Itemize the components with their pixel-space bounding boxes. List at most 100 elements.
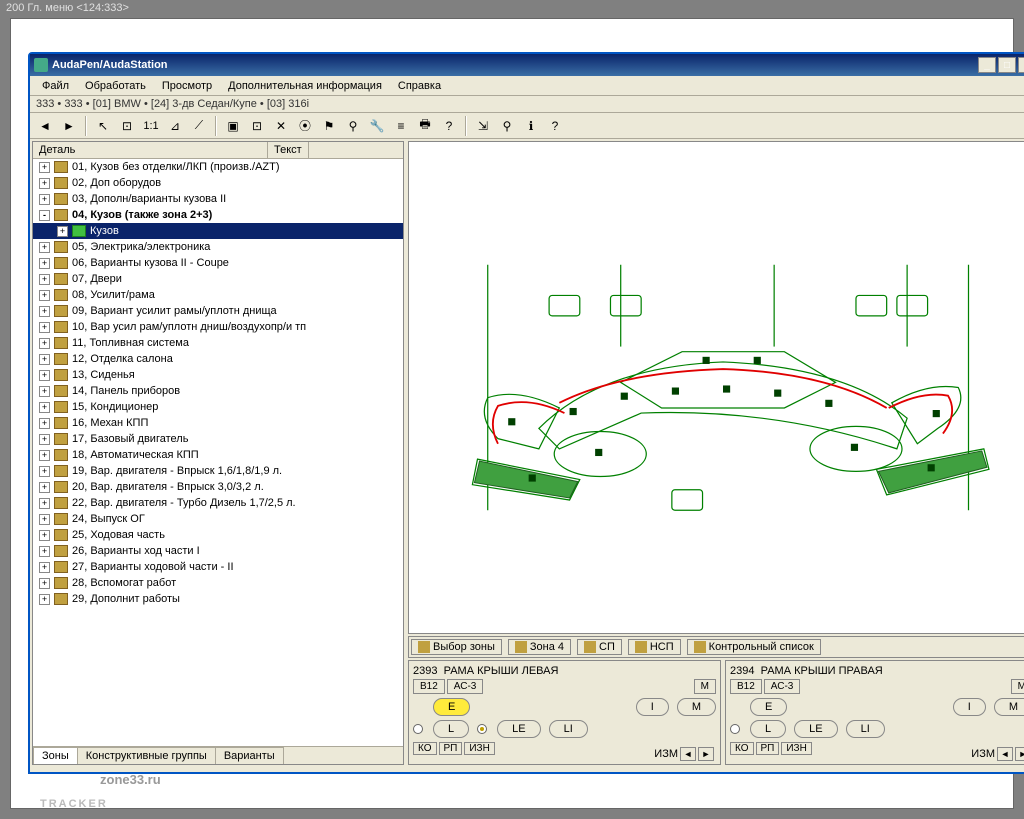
oval-button-LE[interactable]: LE [794,720,837,738]
toolbar-button-2-1[interactable]: ⊡ [246,115,268,137]
tree-row[interactable]: +01, Кузов без отделки/ЛКП (произв./AZT) [33,159,403,175]
expand-icon[interactable]: + [39,450,50,461]
toolbar-button-1-3[interactable]: ⊿ [164,115,186,137]
oval-button-L[interactable]: L [750,720,786,738]
tree-row[interactable]: +14, Панель приборов [33,383,403,399]
radio-icon[interactable] [413,724,423,734]
expand-icon[interactable]: - [39,210,50,221]
expand-icon[interactable]: + [39,594,50,605]
expand-icon[interactable]: + [39,386,50,397]
toolbar-button-1-4[interactable]: ⟋ [188,115,210,137]
tree-header-text[interactable]: Текст [268,142,309,158]
menu-item-1[interactable]: Обработать [77,78,154,94]
scroll-right-icon[interactable]: ► [698,747,714,761]
tree-row[interactable]: +11, Топливная система [33,335,403,351]
expand-icon[interactable]: + [39,194,50,205]
toolbar-button-2-6[interactable]: 🔧 [366,115,388,137]
expand-icon[interactable]: + [39,498,50,509]
oval-button-I[interactable]: I [953,698,986,716]
tree-row[interactable]: +10, Вар усил рам/уплотн дниш/воздухопр/… [33,319,403,335]
oval-button-LE[interactable]: LE [497,720,540,738]
expand-icon[interactable]: + [39,434,50,445]
tree-row[interactable]: +09, Вариант усилит рамы/уплотн днища [33,303,403,319]
expand-icon[interactable]: + [39,514,50,525]
oval-button-E[interactable]: E [433,698,470,716]
toolbar-button-2-0[interactable]: ▣ [222,115,244,137]
oval-button-M[interactable]: M [994,698,1024,716]
tree-row[interactable]: +17, Базовый двигатель [33,431,403,447]
left-tab-0[interactable]: Зоны [33,747,78,764]
small-tab[interactable]: РП [756,742,780,755]
tree-row[interactable]: +12, Отделка салона [33,351,403,367]
menu-item-2[interactable]: Просмотр [154,78,220,94]
left-tab-1[interactable]: Конструктивные группы [77,747,216,764]
toolbar-button-1-0[interactable]: ↖ [92,115,114,137]
tree-row[interactable]: +07, Двери [33,271,403,287]
toolbar-button-1-2[interactable]: 1:1 [140,115,162,137]
toolbar-button-3-3[interactable]: ? [544,115,566,137]
toolbar-button-3-0[interactable]: ⇲ [472,115,494,137]
tree-row[interactable]: +28, Вспомогат работ [33,575,403,591]
panel-tab[interactable]: В12 [730,679,762,694]
oval-button-E[interactable]: E [750,698,787,716]
toolbar-button-3-2[interactable]: ℹ [520,115,542,137]
expand-icon[interactable]: + [39,162,50,173]
tree-row[interactable]: +20, Вар. двигателя - Впрыск 3,0/3,2 л. [33,479,403,495]
toolbar-button-3-1[interactable]: ⚲ [496,115,518,137]
tree-row[interactable]: +15, Кондиционер [33,399,403,415]
toolbar-button-2-9[interactable]: ? [438,115,460,137]
small-tab[interactable]: ИЗН [781,742,811,755]
panel-tab[interactable]: В12 [413,679,445,694]
menu-item-0[interactable]: Файл [34,78,77,94]
small-tab[interactable]: КО [413,742,437,755]
maximize-button[interactable]: □ [998,57,1016,73]
tree-row[interactable]: +05, Электрика/электроника [33,239,403,255]
expand-icon[interactable]: + [39,466,50,477]
expand-icon[interactable]: + [39,418,50,429]
toolbar-button-1-1[interactable]: ⊡ [116,115,138,137]
zone-button-0[interactable]: Выбор зоны [411,639,502,655]
expand-icon[interactable]: + [39,338,50,349]
close-button[interactable]: × [1018,57,1024,73]
tree-row[interactable]: +03, Дополн/варианты кузова II [33,191,403,207]
expand-icon[interactable]: + [39,562,50,573]
oval-button-LI[interactable]: LI [846,720,885,738]
tree-row[interactable]: +02, Доп оборудов [33,175,403,191]
expand-icon[interactable]: + [39,482,50,493]
expand-icon[interactable]: + [39,578,50,589]
expand-icon[interactable]: + [39,258,50,269]
oval-button-I[interactable]: I [636,698,669,716]
menu-item-3[interactable]: Дополнительная информация [220,78,390,94]
expand-icon[interactable]: + [39,370,50,381]
toolbar-button-2-2[interactable]: ✕ [270,115,292,137]
tree-row[interactable]: +26, Варианты ход части I [33,543,403,559]
expand-icon[interactable]: + [39,306,50,317]
panel-tab[interactable]: АС-3 [447,679,484,694]
toolbar-button-2-4[interactable]: ⚑ [318,115,340,137]
expand-icon[interactable]: + [39,402,50,413]
tree-row[interactable]: +24, Выпуск ОГ [33,511,403,527]
menu-item-4[interactable]: Справка [390,78,449,94]
zone-button-2[interactable]: СП [577,639,622,655]
diagram-area[interactable] [408,141,1024,634]
toolbar-button-0-1[interactable]: ► [58,115,80,137]
expand-icon[interactable]: + [39,290,50,301]
scroll-left-icon[interactable]: ◄ [680,747,696,761]
tree-row[interactable]: +22, Вар. двигателя - Турбо Дизель 1,7/2… [33,495,403,511]
scroll-left-icon[interactable]: ◄ [997,747,1013,761]
tree-row[interactable]: +08, Усилит/рама [33,287,403,303]
tree-row[interactable]: +27, Варианты ходовой части - II [33,559,403,575]
expand-icon[interactable]: + [39,242,50,253]
parts-tree[interactable]: +01, Кузов без отделки/ЛКП (произв./AZT)… [33,159,403,746]
toolbar-button-2-5[interactable]: ⚲ [342,115,364,137]
tree-row[interactable]: +Кузов [33,223,403,239]
tree-row[interactable]: -04, Кузов (также зона 2+3) [33,207,403,223]
radio-icon[interactable] [477,724,487,734]
toolbar-button-2-3[interactable]: ⦿ [294,115,316,137]
small-tab[interactable]: ИЗН [464,742,494,755]
tree-row[interactable]: +29, Дополнит работы [33,591,403,607]
tree-header-detail[interactable]: Деталь [33,142,268,158]
scroll-right-icon[interactable]: ► [1015,747,1024,761]
oval-button-M[interactable]: M [677,698,716,716]
tree-row[interactable]: +13, Сиденья [33,367,403,383]
